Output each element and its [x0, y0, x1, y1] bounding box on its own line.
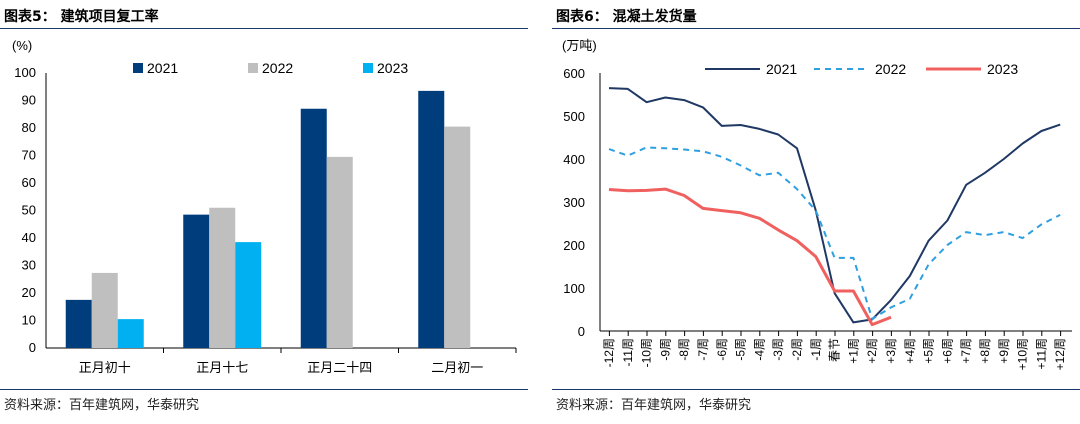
legend-label-2021: 2021	[147, 60, 178, 76]
legend-label-2023: 2023	[377, 60, 408, 76]
right-chart-panel: 图表6： 混凝土发货量 (万吨) 0 100 200 300 400 500 600 -12周 -…	[552, 0, 1080, 424]
legend-swatch-2023	[363, 63, 373, 73]
legend-label-2022: 2022	[262, 60, 293, 76]
legend-label-2021: 2021	[766, 61, 797, 77]
x-category-label: -4周	[752, 338, 766, 361]
bar-2022	[209, 207, 236, 348]
x-category-label: -8周	[677, 338, 691, 361]
x-category-label: -2周	[790, 338, 804, 361]
y-tick-label: 40	[22, 230, 36, 245]
x-category-label: +3周	[884, 338, 898, 364]
x-category-label: -12周	[602, 338, 616, 367]
y-tick-label: 90	[22, 93, 36, 108]
x-category-label: -7周	[696, 338, 710, 361]
y-tick-label: 100	[14, 65, 36, 80]
legend-swatch-2021	[133, 63, 143, 73]
left-chart-title: 图表5： 建筑项目复工率	[4, 9, 159, 25]
x-category-label: 春节	[828, 338, 842, 362]
y-tick-label: 0	[29, 340, 36, 355]
x-category-label: 正月初十	[79, 360, 131, 375]
bar-2021	[65, 299, 92, 348]
series-line-2021	[608, 87, 1061, 324]
bar-2021	[418, 90, 445, 348]
x-category-label: +1周	[846, 338, 860, 364]
x-category-label: -11周	[621, 338, 635, 366]
y-tick-label: 500	[563, 109, 585, 124]
legend-swatch-2022	[248, 63, 258, 73]
y-tick-label: 30	[22, 258, 36, 273]
x-category-label: 正月二十四	[307, 360, 372, 375]
y-tick-label: 70	[22, 148, 36, 163]
x-category-label: -1周	[809, 338, 823, 361]
right-bottom-rule	[552, 389, 1080, 390]
left-bar-chart: (%) 0 10 20 30 40 50 60 70 80 90 100 正月初十 正月十七 正月二十四 二月…	[12, 38, 517, 375]
x-category-label: +6周	[940, 338, 954, 364]
right-top-rule	[552, 28, 1080, 29]
y-tick-label: 300	[563, 195, 585, 210]
series-line-2022	[608, 146, 1061, 320]
bar-2021	[300, 108, 327, 348]
left-source-note: 资料来源：百年建筑网，华泰研究	[4, 398, 200, 413]
bar-2022	[444, 126, 471, 348]
x-category-label: +9周	[997, 338, 1011, 364]
left-bottom-rule	[0, 389, 528, 390]
bar-2023	[117, 319, 144, 348]
x-category-label: +7周	[959, 338, 973, 364]
y-tick-label: 100	[563, 281, 585, 296]
left-chart-panel: 图表5： 建筑项目复工率 (%) 0 10 20 30 40 50 60 70 80 90 100 正月…	[0, 0, 528, 424]
bar-2022	[326, 156, 353, 348]
right-source-note: 资料来源：百年建筑网，华泰研究	[556, 398, 752, 413]
y-tick-label: 200	[563, 238, 585, 253]
x-category-label: +11周	[1034, 338, 1048, 369]
x-category-label: 正月十七	[196, 360, 248, 375]
left-top-rule	[0, 28, 528, 29]
x-category-label: -5周	[734, 338, 748, 361]
y-tick-label: 60	[22, 175, 36, 190]
y-axis-unit-label: (万吨)	[562, 38, 597, 53]
right-line-chart: (万吨) 0 100 200 300 400 500 600 -12周 -11周 -10周 -9周 -8…	[562, 38, 1072, 370]
y-tick-label: 10	[22, 313, 36, 328]
y-tick-label: 50	[22, 203, 36, 218]
x-category-label: +2周	[865, 338, 879, 364]
x-category-label: +5周	[922, 338, 936, 364]
bar-2021	[183, 214, 210, 348]
x-category-label: +8周	[978, 338, 992, 364]
series-line-2023	[608, 187, 892, 327]
y-tick-label: 20	[22, 285, 36, 300]
y-tick-label: 600	[563, 66, 585, 81]
y-tick-label: 400	[563, 152, 585, 167]
bar-2023	[235, 242, 262, 348]
y-tick-label: 0	[578, 324, 585, 339]
x-category-label: 二月初一	[431, 360, 483, 375]
y-tick-label: 80	[22, 120, 36, 135]
x-category-label: -6周	[715, 338, 729, 361]
x-category-label: -10周	[640, 338, 654, 367]
x-category-label: +4周	[903, 338, 917, 364]
legend-label-2022: 2022	[875, 61, 906, 77]
x-category-label: +10周	[1016, 338, 1030, 370]
right-chart-title: 图表6： 混凝土发货量	[556, 9, 697, 25]
y-axis-unit-label: (%)	[12, 38, 32, 53]
x-category-label: -3周	[771, 338, 785, 361]
x-category-label: +12周	[1053, 338, 1067, 370]
legend-label-2023: 2023	[987, 61, 1018, 77]
x-category-label: -9周	[658, 338, 672, 361]
bar-2022	[91, 272, 118, 348]
